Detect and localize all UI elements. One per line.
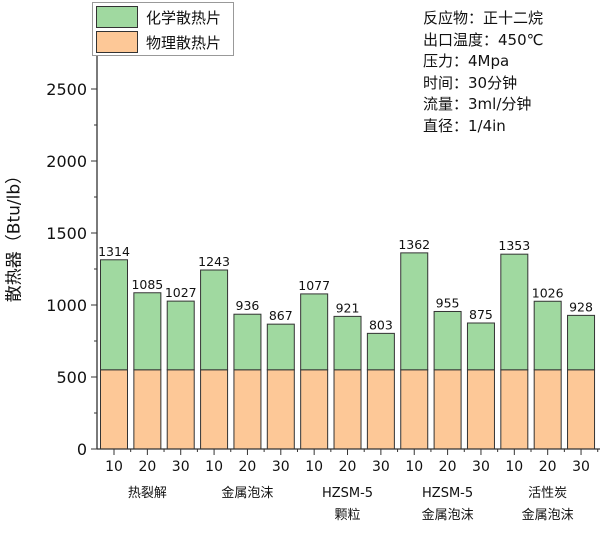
group-label: 颗粒 bbox=[335, 508, 361, 523]
group-label: 热裂解 bbox=[128, 486, 167, 501]
data-label: 1026 bbox=[532, 285, 564, 300]
group-label: HZSM-5 bbox=[322, 486, 373, 501]
bar-chemical bbox=[200, 269, 229, 371]
x-tick-label: 20 bbox=[239, 459, 257, 475]
note-line: 流量：3ml/分钟 bbox=[423, 95, 532, 113]
bar-physical bbox=[366, 369, 395, 450]
group-label: 金属泡沫 bbox=[522, 507, 574, 523]
bar-chemical bbox=[100, 259, 128, 371]
note-line: 压力：4Mpa bbox=[423, 52, 510, 70]
data-label: 1027 bbox=[165, 285, 197, 300]
bar-chemical bbox=[567, 314, 596, 371]
bar-chemical bbox=[233, 313, 262, 371]
bar-chemical bbox=[266, 323, 295, 371]
bar-physical bbox=[200, 369, 229, 450]
note-line: 反应物：正十二烷 bbox=[423, 9, 544, 27]
data-label: 928 bbox=[569, 299, 593, 314]
y-tick-label: 2000 bbox=[46, 152, 87, 171]
data-label: 921 bbox=[336, 300, 360, 315]
note-line: 时间：30分钟 bbox=[423, 73, 518, 92]
bar-chemical bbox=[400, 252, 429, 371]
group-label: HZSM-5 bbox=[422, 486, 473, 501]
legend-label: 化学散热片 bbox=[146, 8, 222, 27]
legend: 化学散热片 物理散热片 bbox=[92, 2, 234, 56]
x-tick-label: 10 bbox=[305, 459, 323, 475]
x-tick-label: 30 bbox=[372, 459, 390, 475]
bar-physical bbox=[100, 369, 128, 450]
data-label: 803 bbox=[369, 317, 393, 332]
x-tick-label: 10 bbox=[505, 459, 523, 475]
group-label: 活性炭 bbox=[528, 486, 567, 501]
bar-chemical bbox=[533, 300, 562, 371]
bar-physical bbox=[266, 369, 295, 450]
y-tick-label: 0 bbox=[77, 440, 87, 459]
data-label: 1362 bbox=[398, 237, 430, 252]
data-label: 1314 bbox=[98, 244, 130, 259]
bar-physical bbox=[567, 369, 596, 450]
data-label: 1353 bbox=[498, 238, 530, 253]
data-label: 1077 bbox=[298, 278, 330, 293]
bar-chemical bbox=[500, 253, 529, 371]
y-axis-label: 散热器（Btu/lb） bbox=[4, 166, 25, 303]
x-tick-label: 20 bbox=[339, 459, 357, 475]
y-tick-label: 2500 bbox=[46, 80, 87, 99]
x-tick-label: 30 bbox=[472, 459, 490, 475]
x-tick-label: 20 bbox=[439, 459, 457, 475]
x-tick-label: 10 bbox=[205, 459, 223, 475]
y-tick-label: 500 bbox=[56, 368, 87, 387]
y-tick-label: 1000 bbox=[46, 296, 87, 315]
bar-physical bbox=[333, 369, 362, 450]
y-tick-label: 1500 bbox=[46, 224, 87, 243]
x-tick-label: 20 bbox=[138, 459, 156, 475]
bar-physical bbox=[433, 369, 462, 450]
bar-physical bbox=[500, 369, 529, 450]
x-tick-label: 10 bbox=[105, 459, 123, 475]
data-label: 936 bbox=[236, 298, 260, 313]
legend-item-chemical: 化学散热片 bbox=[96, 6, 221, 28]
bar-physical bbox=[233, 369, 262, 450]
bar-chemical bbox=[300, 293, 329, 371]
note-line: 直径：1/4in bbox=[423, 116, 506, 135]
x-tick-label: 20 bbox=[539, 459, 557, 475]
note-line: 出口温度：450℃ bbox=[423, 30, 544, 49]
bar-physical bbox=[400, 369, 429, 450]
group-label: 金属泡沫 bbox=[221, 485, 273, 501]
bar-chemical bbox=[366, 332, 395, 371]
data-label: 867 bbox=[269, 308, 293, 323]
bar-physical bbox=[533, 369, 562, 450]
legend-swatch bbox=[96, 31, 138, 53]
x-tick-label: 10 bbox=[405, 459, 423, 475]
bar-chemical bbox=[166, 300, 195, 371]
bar-physical bbox=[166, 369, 195, 450]
bar-chemical bbox=[433, 310, 462, 371]
bar-chemical bbox=[466, 322, 495, 371]
x-tick-label: 30 bbox=[272, 459, 290, 475]
bar-physical bbox=[466, 369, 495, 450]
group-label: 金属泡沫 bbox=[422, 507, 474, 523]
data-label: 1085 bbox=[131, 277, 163, 292]
conditions-annotation: 反应物：正十二烷 出口温度：450℃ 压力：4Mpa 时间：30分钟 流量：3m… bbox=[423, 8, 543, 137]
legend-item-physical: 物理散热片 bbox=[96, 31, 221, 53]
bar-chemical bbox=[333, 315, 362, 371]
bar-physical bbox=[133, 369, 162, 450]
data-label: 955 bbox=[436, 295, 460, 310]
data-label: 875 bbox=[469, 307, 493, 322]
data-label: 1243 bbox=[198, 254, 230, 269]
legend-swatch bbox=[96, 6, 138, 28]
bar-physical bbox=[300, 369, 329, 450]
x-tick-label: 30 bbox=[572, 459, 590, 475]
legend-label: 物理散热片 bbox=[146, 33, 222, 52]
bar-chemical bbox=[133, 292, 162, 371]
x-tick-label: 30 bbox=[172, 459, 190, 475]
